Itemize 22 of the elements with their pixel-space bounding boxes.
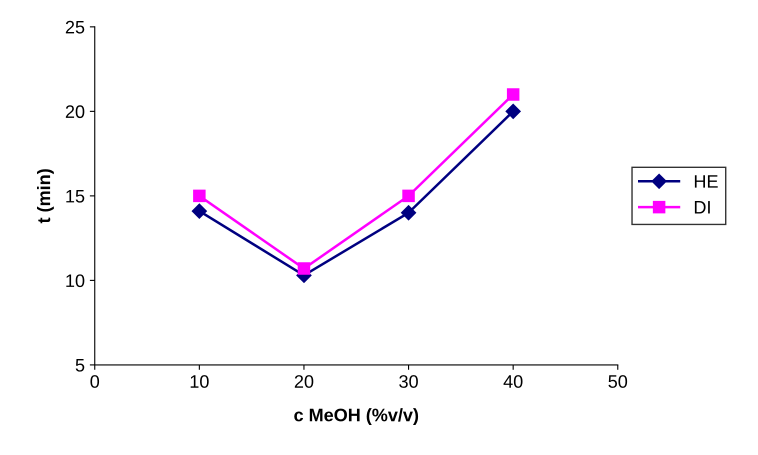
point	[506, 88, 520, 101]
y-tick-label: 20	[66, 105, 84, 118]
point	[192, 204, 207, 219]
point	[402, 190, 415, 202]
y-axis-title: t (min)	[37, 169, 54, 224]
point	[298, 262, 310, 275]
x-tick-label: 0	[90, 375, 100, 388]
legend-label: DI	[694, 201, 710, 214]
y-tick-label: 10	[66, 274, 84, 288]
x-axis-title: c MeOH (%v/v)	[294, 408, 418, 425]
x-tick-label: 30	[399, 375, 418, 388]
legend-label: HE	[694, 175, 718, 188]
y-tick-label: 5	[76, 359, 84, 372]
x-tick-label: 20	[294, 375, 314, 388]
x-tick-label: 10	[190, 375, 209, 388]
x-tick-label: 50	[608, 375, 628, 388]
y-tick-label: 25	[66, 20, 84, 34]
point	[193, 190, 206, 202]
x-tick-label: 40	[504, 375, 522, 388]
y-tick-label: 15	[66, 190, 84, 203]
point	[400, 205, 416, 220]
point	[506, 104, 521, 119]
